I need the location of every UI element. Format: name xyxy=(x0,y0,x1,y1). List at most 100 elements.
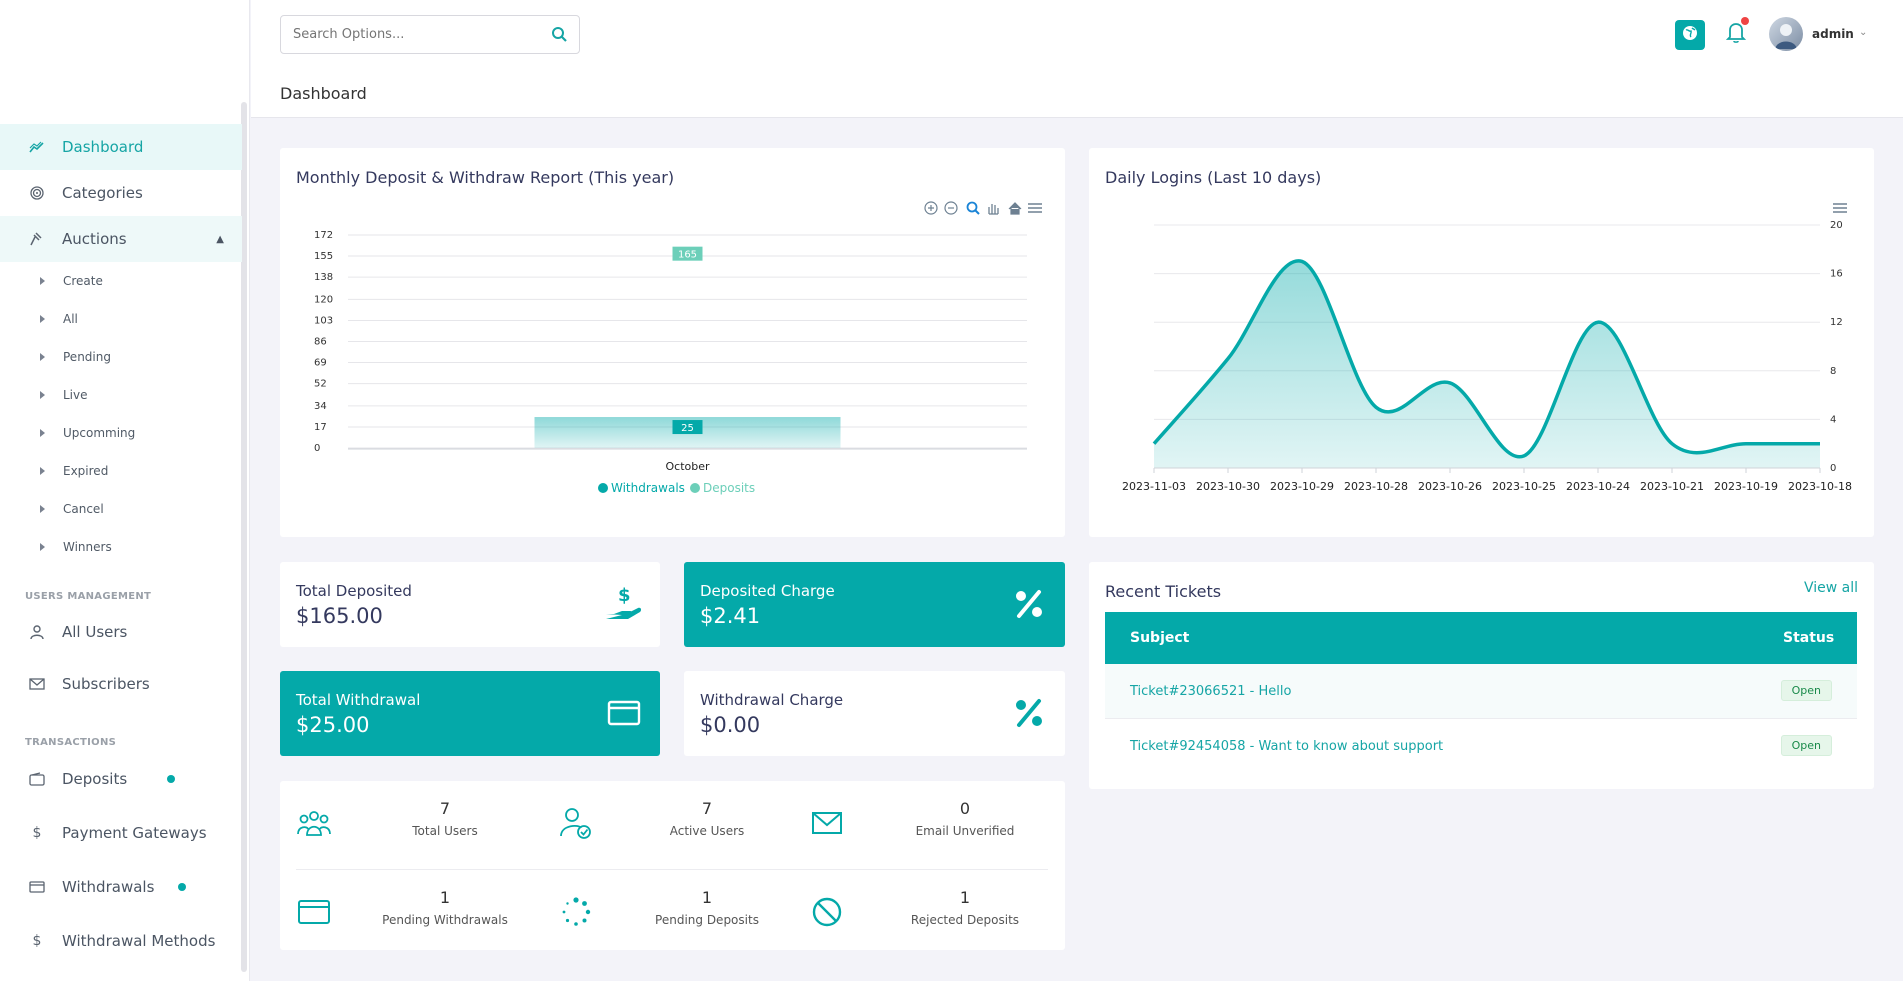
notification-dot xyxy=(167,775,176,783)
view-all-link[interactable]: View all xyxy=(1803,580,1858,596)
search-box xyxy=(280,15,580,54)
sidebar-item-label: Withdrawals xyxy=(62,878,155,896)
recent-tickets-title: Recent Tickets xyxy=(1105,582,1222,601)
status-badge: Open xyxy=(1780,735,1832,756)
notification-button[interactable] xyxy=(1723,17,1749,48)
zoom-in-icon[interactable] xyxy=(924,201,938,215)
sidebar-item-subscribers[interactable]: Subscribers xyxy=(0,658,242,710)
legend-marker xyxy=(598,483,608,493)
search-icon[interactable] xyxy=(551,26,567,46)
ticket-link[interactable]: Ticket#23066521 - Hello xyxy=(1130,684,1292,699)
x-tick-label: 2023-10-26 xyxy=(1418,480,1482,493)
sidebar-sub-cancel[interactable]: Cancel xyxy=(0,490,242,528)
zoom-out-icon[interactable] xyxy=(944,201,958,215)
caret-right-icon xyxy=(40,543,45,551)
section-users-management: USERS MANAGEMENT xyxy=(25,591,152,602)
sidebar-sub-all[interactable]: All xyxy=(0,300,242,338)
x-tick-label: 2023-10-29 xyxy=(1270,480,1334,493)
sidebar-item-dashboard[interactable]: Dashboard xyxy=(0,124,242,170)
card-icon xyxy=(604,693,644,733)
mini-stat-pending-deposits-text: 1 Pending Deposits xyxy=(642,888,772,927)
stat-label: Deposited Charge xyxy=(700,582,835,600)
y-tick-label: 16 xyxy=(1830,269,1843,280)
topbar: admin ⌄ xyxy=(251,0,1903,70)
status-badge: Open xyxy=(1780,680,1832,701)
mini-stat-pending-deposits xyxy=(556,892,596,932)
x-tick-label: 2023-10-25 xyxy=(1492,480,1556,493)
username[interactable]: admin xyxy=(1812,27,1854,41)
sidebar-item-label: Dashboard xyxy=(62,138,144,156)
sidebar-item-label: Auctions xyxy=(62,230,127,248)
mini-stat-value: 0 xyxy=(959,799,971,818)
stat-value: $2.41 xyxy=(700,604,761,628)
user-icon xyxy=(28,623,46,641)
chart-toolbar xyxy=(924,201,1042,215)
mini-stat-label: Active Users xyxy=(669,824,745,838)
sidebar-item-auctions[interactable]: Auctions ▲ xyxy=(0,216,242,262)
pan-hand-icon[interactable] xyxy=(988,204,999,215)
y-tick-label: 0 xyxy=(314,443,320,454)
mini-stat-label: Total Users xyxy=(412,824,478,838)
y-tick-label: 4 xyxy=(1830,414,1836,425)
selection-zoom-icon[interactable] xyxy=(966,201,980,215)
fingerprint-icon xyxy=(28,184,46,202)
language-button[interactable] xyxy=(1675,20,1705,50)
caret-right-icon xyxy=(40,505,45,513)
column-header-subject: Subject xyxy=(1130,630,1190,646)
column-header-status: Status xyxy=(1783,630,1835,646)
sidebar-item-label: Subscribers xyxy=(62,675,150,693)
dollar-icon: $ xyxy=(32,825,42,841)
sidebar-sub-live[interactable]: Live xyxy=(0,376,242,414)
sidebar-sub-label: All xyxy=(63,312,78,326)
table-row: Ticket#23066521 - Hello Open xyxy=(1105,664,1857,719)
spinner-icon xyxy=(556,892,596,932)
sidebar-sub-label: Pending xyxy=(63,350,111,364)
mini-stat-value: 1 xyxy=(959,888,971,907)
sidebar-item-categories[interactable]: Categories xyxy=(0,170,242,216)
sidebar-item-payment-gateways[interactable]: $ Payment Gateways xyxy=(0,806,242,860)
stat-value: $25.00 xyxy=(296,713,370,737)
legend-marker xyxy=(690,483,700,493)
mini-stat-total-users xyxy=(294,803,334,843)
search-input[interactable] xyxy=(293,27,543,42)
daily-logins-title: Daily Logins (Last 10 days) xyxy=(1105,168,1322,187)
chevron-down-icon[interactable]: ⌄ xyxy=(1859,27,1868,38)
sidebar-item-all-users[interactable]: All Users xyxy=(0,606,242,658)
x-tick-label: 2023-10-19 xyxy=(1714,480,1778,493)
sidebar-item-label: Payment Gateways xyxy=(62,824,207,842)
y-tick-label: 34 xyxy=(314,401,327,412)
mini-stat-label: Email Unverified xyxy=(915,824,1015,838)
sidebar-sub-winners[interactable]: Winners xyxy=(0,528,242,566)
sidebar-sub-pending[interactable]: Pending xyxy=(0,338,242,376)
avatar[interactable] xyxy=(1769,17,1803,51)
y-tick-label: 20 xyxy=(1830,220,1843,231)
sidebar-item-label: All Users xyxy=(62,623,128,641)
sidebar-item-withdrawals[interactable]: Withdrawals xyxy=(0,860,242,914)
sidebar-sub-expired[interactable]: Expired xyxy=(0,452,242,490)
sidebar-item-deposits[interactable]: Deposits xyxy=(0,752,242,806)
sidebar-item-withdrawal-methods[interactable]: $ Withdrawal Methods xyxy=(0,914,242,968)
users-group-icon xyxy=(294,803,334,843)
legend-entry: Withdrawals xyxy=(611,481,685,495)
sidebar-sub-label: Live xyxy=(63,388,88,402)
mini-stat-pending-withdrawals xyxy=(294,892,334,932)
ticket-link[interactable]: Ticket#92454058 - Want to know about sup… xyxy=(1130,739,1444,754)
caret-right-icon xyxy=(40,353,45,361)
sidebar-sub-label: Winners xyxy=(63,540,112,554)
stat-value: $165.00 xyxy=(296,604,383,628)
sidebar-sub-label: Create xyxy=(63,274,103,288)
y-tick-label: 172 xyxy=(314,230,333,241)
menu-icon[interactable] xyxy=(1833,203,1847,213)
sidebar-sub-create[interactable]: Create xyxy=(0,262,242,300)
sidebar-scrollbar[interactable] xyxy=(241,102,247,972)
stat-label: Withdrawal Charge xyxy=(700,691,844,709)
mini-stat-rejected-deposits-text: 1 Rejected Deposits xyxy=(900,888,1030,927)
sidebar-sub-upcoming[interactable]: Upcomming xyxy=(0,414,242,452)
mini-stat-label: Pending Deposits xyxy=(655,913,759,927)
y-tick-label: 86 xyxy=(314,337,327,348)
home-icon[interactable] xyxy=(1008,202,1022,215)
sidebar-sub-label: Cancel xyxy=(63,502,104,516)
x-tick-label: 2023-10-30 xyxy=(1196,480,1260,493)
mini-stat-email-unverified xyxy=(807,803,847,843)
menu-icon[interactable] xyxy=(1028,203,1042,213)
